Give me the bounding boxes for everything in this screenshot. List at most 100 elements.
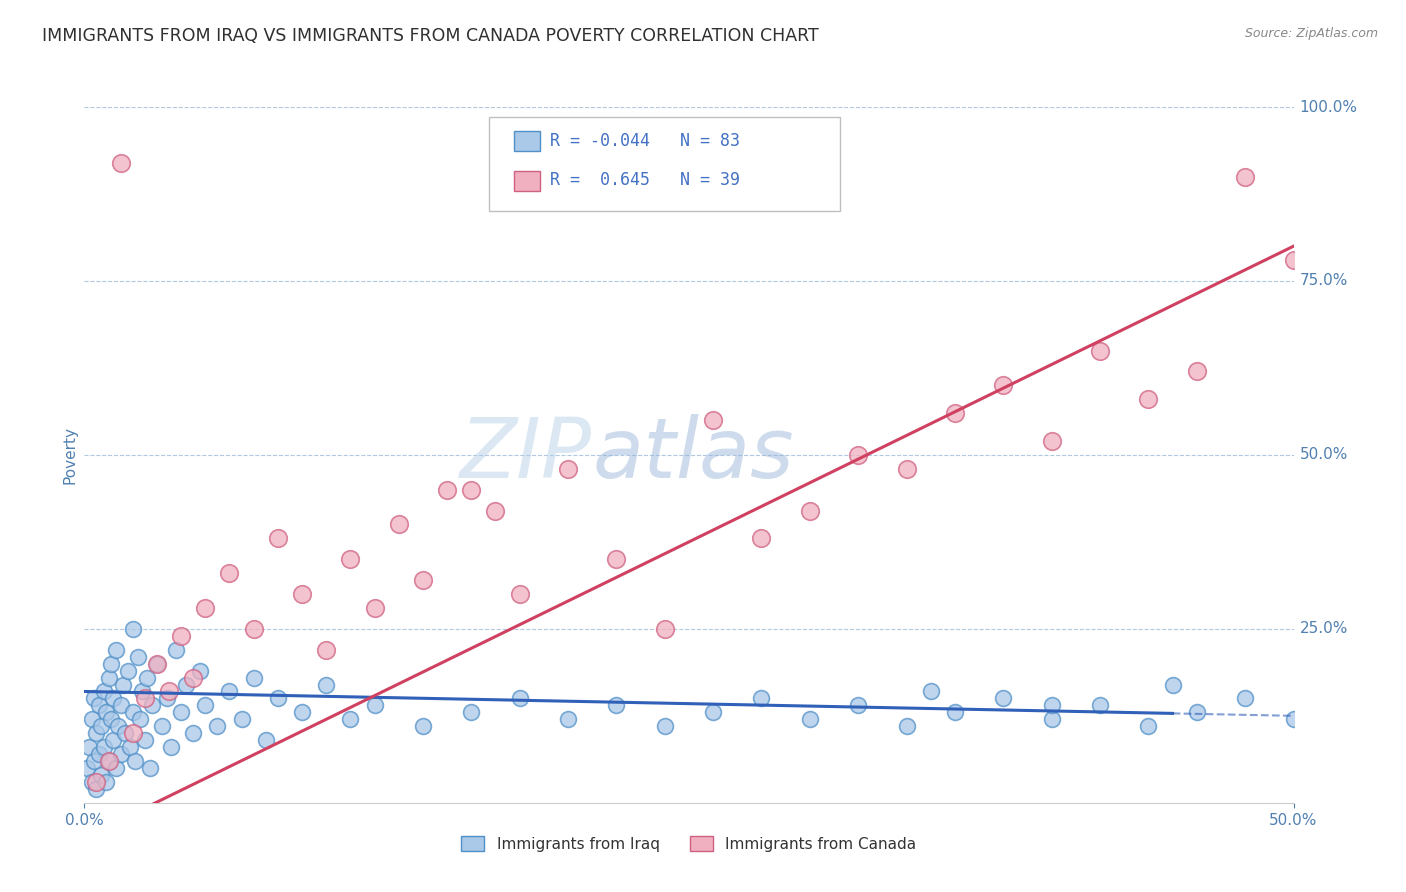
Point (127, 649, 149, 664)
Point (114, 726, 136, 740)
Point (1040, 434, 1063, 448)
Point (291, 587, 314, 601)
Point (1161, 677, 1184, 691)
Text: Source: ZipAtlas.com: Source: ZipAtlas.com (1244, 27, 1378, 40)
Point (150, 719, 173, 733)
Point (80, 712, 103, 726)
Point (134, 691, 156, 706)
Point (509, 587, 531, 601)
Point (121, 706, 143, 720)
Point (654, 719, 676, 733)
Point (242, 622, 264, 636)
Point (1185, 364, 1208, 378)
Text: ZIP: ZIP (460, 415, 592, 495)
Point (86, 775, 108, 789)
Point (943, 706, 966, 720)
Y-axis label: Poverty: Poverty (62, 425, 77, 484)
Text: 100.0%: 100.0% (1299, 100, 1358, 114)
Point (1234, 169, 1257, 184)
Point (993, 378, 1015, 392)
Point (97, 754, 120, 768)
Point (120, 740, 142, 755)
Point (107, 719, 129, 733)
Legend: Immigrants from Iraq, Immigrants from Canada: Immigrants from Iraq, Immigrants from Ca… (456, 830, 922, 858)
Point (110, 747, 132, 761)
Point (121, 726, 143, 740)
Point (436, 483, 458, 497)
Point (339, 712, 361, 726)
Point (190, 664, 212, 678)
Point (129, 712, 152, 726)
Point (943, 406, 966, 420)
Text: atlas: atlas (592, 415, 794, 495)
Point (484, 503, 506, 517)
Point (80, 775, 103, 789)
Point (557, 462, 579, 476)
Text: 50.0%: 50.0% (1299, 448, 1348, 462)
Point (1234, 691, 1257, 706)
Point (104, 761, 127, 775)
Point (124, 754, 146, 768)
Point (267, 532, 290, 546)
Point (460, 706, 482, 720)
Point (242, 671, 264, 685)
Point (846, 448, 869, 462)
Text: IMMIGRANTS FROM IRAQ VS IMMIGRANTS FROM CANADA POVERTY CORRELATION CHART: IMMIGRANTS FROM IRAQ VS IMMIGRANTS FROM … (42, 27, 818, 45)
Point (146, 657, 169, 671)
Point (267, 691, 290, 706)
Point (605, 552, 627, 566)
Point (97, 671, 120, 685)
Point (110, 155, 132, 169)
Point (1282, 712, 1305, 726)
Point (86, 726, 108, 740)
Bar (513, 131, 540, 151)
Point (751, 532, 773, 546)
Point (1185, 706, 1208, 720)
Point (181, 726, 204, 740)
Point (157, 684, 180, 698)
Point (112, 677, 135, 691)
Point (103, 691, 125, 706)
Point (1137, 719, 1160, 733)
Point (160, 740, 183, 755)
Point (412, 573, 434, 587)
Point (363, 698, 385, 713)
Point (87, 747, 110, 761)
Point (97, 754, 120, 768)
Point (509, 691, 531, 706)
Point (141, 698, 163, 713)
Point (315, 677, 337, 691)
Point (1088, 698, 1111, 713)
Point (170, 706, 193, 720)
Point (557, 712, 579, 726)
Point (194, 698, 217, 713)
Text: 25.0%: 25.0% (1299, 622, 1348, 636)
Point (181, 671, 204, 685)
Text: R =  0.645   N = 39: R = 0.645 N = 39 (550, 171, 740, 189)
Point (1282, 253, 1305, 268)
Point (1040, 712, 1063, 726)
Point (104, 642, 127, 657)
Point (218, 566, 240, 581)
Point (136, 671, 159, 685)
Point (100, 657, 122, 671)
Point (86, 781, 108, 796)
Point (363, 601, 385, 615)
Point (1040, 698, 1063, 713)
Point (117, 664, 139, 678)
Bar (513, 171, 540, 191)
Point (100, 712, 122, 726)
Point (155, 691, 177, 706)
Point (702, 413, 724, 427)
Point (138, 761, 160, 775)
Point (218, 684, 240, 698)
Point (103, 733, 125, 747)
Point (87, 698, 110, 713)
Point (76, 761, 98, 775)
Point (134, 733, 156, 747)
Point (702, 706, 724, 720)
Point (654, 622, 676, 636)
Point (170, 629, 193, 643)
Point (94, 775, 117, 789)
Text: R = -0.044   N = 83: R = -0.044 N = 83 (550, 132, 740, 150)
